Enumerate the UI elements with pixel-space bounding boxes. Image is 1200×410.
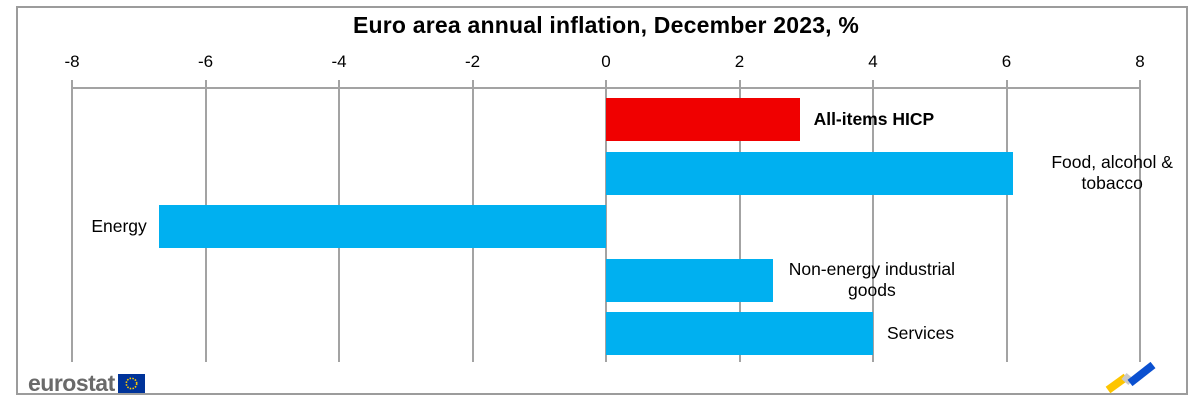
axis-tick-label: -2	[464, 52, 481, 71]
axis-tick-label: -6	[197, 52, 214, 71]
eurostat-logo: eurostat	[28, 370, 145, 397]
gridline	[738, 80, 741, 362]
bar-label-all-items-hicp: All-items HICP	[813, 109, 935, 129]
axis-tick-label: -4	[331, 52, 347, 71]
axis-tick-label: 4	[868, 52, 878, 71]
axis-tick-label: 2	[734, 52, 745, 71]
chart-title: Euro area annual inflation, December 202…	[352, 12, 860, 38]
bar-services	[606, 312, 873, 355]
gridline	[71, 80, 73, 362]
chart-frame	[16, 6, 1188, 395]
axis-tick-label: -8	[64, 52, 80, 71]
bar-label-food-alcohol-tobacco: Food, alcohol & tobacco	[1051, 152, 1173, 193]
axis-tick-label: 0	[601, 52, 611, 71]
axis-tick-label: 8	[1135, 52, 1145, 71]
bar-energy	[158, 205, 606, 248]
bar-all-items-hicp	[606, 98, 800, 141]
trend-line-icon	[1105, 361, 1156, 394]
bar-label-services: Services	[887, 323, 955, 343]
gridline	[1139, 80, 1141, 362]
bar-label-energy: Energy	[91, 216, 147, 236]
gridline	[1005, 80, 1008, 362]
gridline	[605, 80, 607, 362]
eurostat-logo-text: eurostat	[28, 370, 115, 396]
gridline	[872, 80, 874, 362]
bar-non-energy-industrial-goods	[606, 258, 773, 302]
bar-food-alcohol-tobacco	[606, 151, 1014, 195]
axis-line	[72, 87, 1140, 89]
bar-label-non-energy-industrial-goods: Non-energy industrial goods	[788, 259, 956, 300]
axis-tick-label: 6	[1001, 52, 1012, 71]
eu-flag-icon	[117, 374, 145, 393]
